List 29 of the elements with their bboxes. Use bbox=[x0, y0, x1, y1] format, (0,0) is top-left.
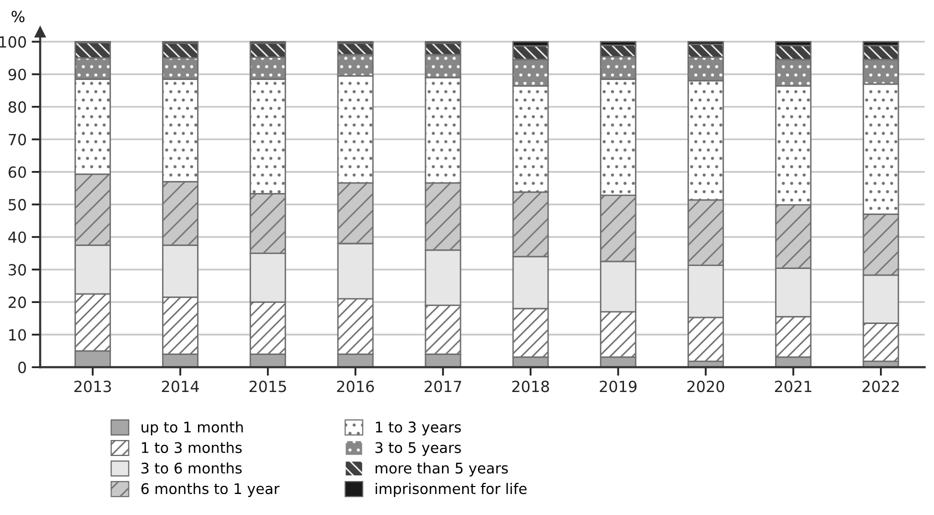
legend-label: imprisonment for life bbox=[376, 482, 527, 497]
x-tick-label: 2014 bbox=[162, 380, 199, 392]
y-tick-label: 10 bbox=[9, 329, 26, 341]
legend-label: 1 to 3 months bbox=[142, 442, 242, 454]
legend-label: 3 to 5 years bbox=[375, 442, 461, 456]
x-tick-label: 2018 bbox=[512, 380, 549, 392]
x-tick-label: 2022 bbox=[862, 380, 899, 392]
legend-label: 3 to 6 months bbox=[141, 462, 242, 474]
y-tick-label: 70 bbox=[8, 134, 26, 146]
y-tick-label: 40 bbox=[8, 231, 26, 244]
x-tick-label: 2017 bbox=[424, 380, 462, 392]
y-axis-title: % bbox=[12, 10, 24, 22]
x-tick-label: 2020 bbox=[687, 380, 724, 392]
y-tick-label: 90 bbox=[8, 68, 26, 80]
x-tick-label: 2013 bbox=[74, 380, 111, 392]
legend-label: 6 months to 1 year bbox=[141, 482, 280, 497]
y-tick-label: 30 bbox=[8, 264, 26, 276]
y-tick-label: 20 bbox=[8, 296, 26, 308]
y-tick-label: 0 bbox=[18, 362, 26, 374]
legend-label: up to 1 month bbox=[142, 421, 243, 436]
y-tick-label: 50 bbox=[8, 198, 26, 210]
legend-label: 1 to 3 years bbox=[376, 422, 461, 436]
x-tick-label: 2019 bbox=[600, 380, 637, 392]
y-tick-label: 80 bbox=[8, 101, 26, 113]
x-tick-label: 2021 bbox=[774, 380, 812, 392]
legend-label: more than 5 years bbox=[376, 462, 508, 476]
x-tick-label: 2015 bbox=[250, 380, 286, 392]
x-tick-label: 2016 bbox=[337, 380, 374, 392]
y-tick-label: 60 bbox=[8, 166, 26, 178]
